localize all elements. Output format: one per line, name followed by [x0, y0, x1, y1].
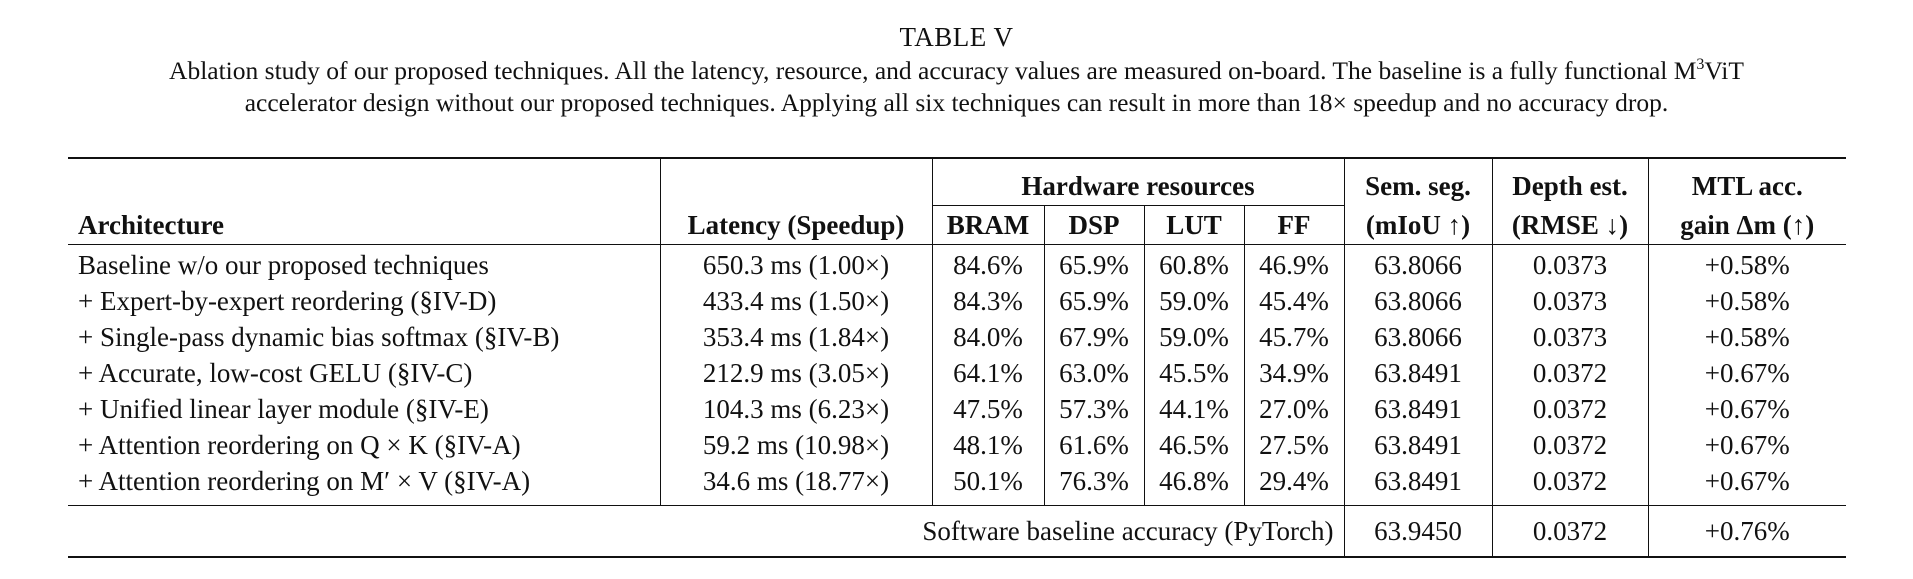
- latency-cell: 353.4 ms (1.84×): [659, 319, 932, 355]
- ff-cell: 46.9%: [1243, 244, 1344, 283]
- table-row: + Attention reordering on M′ × V (§IV-A)…: [68, 463, 1846, 506]
- ff-cell: 27.0%: [1243, 391, 1344, 427]
- table-row: Baseline w/o our proposed techniques 650…: [68, 244, 1846, 283]
- sem-seg-header-top: Sem. seg.: [1343, 158, 1492, 206]
- bram-cell: 84.3%: [931, 283, 1044, 319]
- architecture-cell: + Single-pass dynamic bias softmax (§IV-…: [78, 322, 560, 352]
- caption-line2: accelerator design without our proposed …: [244, 88, 1669, 117]
- lut-header: LUT: [1143, 205, 1244, 245]
- header-row-bottom: Architecture Latency (Speedup) BRAM DSP …: [68, 205, 1846, 245]
- lut-cell: 59.0%: [1143, 319, 1244, 355]
- bram-cell: 84.6%: [931, 244, 1044, 283]
- latency-cell: 104.3 ms (6.23×): [659, 391, 932, 427]
- mtl-cell: +0.58%: [1647, 283, 1846, 319]
- ff-header: FF: [1243, 205, 1344, 245]
- latency-cell: 59.2 ms (10.98×): [659, 427, 932, 463]
- lut-cell: 46.8%: [1143, 463, 1244, 506]
- latency-cell: 34.6 ms (18.77×): [659, 463, 932, 506]
- dsp-cell: 65.9%: [1043, 244, 1144, 283]
- lut-cell: 60.8%: [1143, 244, 1244, 283]
- table-label: TABLE V: [899, 22, 1014, 52]
- architecture-cell: + Unified linear layer module (§IV-E): [78, 394, 489, 424]
- table-caption: Ablation study of our proposed technique…: [18, 55, 1895, 119]
- miou-cell: 63.8491: [1343, 355, 1492, 391]
- rmse-cell: 0.0373: [1491, 244, 1648, 283]
- depth-header-top: Depth est.: [1491, 158, 1648, 206]
- software-rmse-cell: 0.0372: [1491, 505, 1648, 557]
- ff-cell: 45.4%: [1243, 283, 1344, 319]
- mtl-cell: +0.67%: [1647, 463, 1846, 506]
- miou-cell: 63.8491: [1343, 427, 1492, 463]
- dsp-cell: 67.9%: [1043, 319, 1144, 355]
- rmse-cell: 0.0373: [1491, 319, 1648, 355]
- table-row: + Expert-by-expert reordering (§IV-D) 43…: [68, 283, 1846, 319]
- bram-cell: 64.1%: [931, 355, 1044, 391]
- caption-line1-pre: Ablation study of our proposed technique…: [169, 56, 1697, 85]
- ff-cell: 27.5%: [1243, 427, 1344, 463]
- mtl-cell: +0.67%: [1647, 355, 1846, 391]
- dsp-cell: 76.3%: [1043, 463, 1144, 506]
- mtl-cell: +0.67%: [1647, 391, 1846, 427]
- rmse-cell: 0.0372: [1491, 391, 1648, 427]
- ff-cell: 29.4%: [1243, 463, 1344, 506]
- miou-cell: 63.8066: [1343, 319, 1492, 355]
- table-row: + Accurate, low-cost GELU (§IV-C) 212.9 …: [68, 355, 1846, 391]
- miou-cell: 63.8491: [1343, 391, 1492, 427]
- software-mtl-cell: +0.76%: [1647, 505, 1846, 557]
- ff-cell: 45.7%: [1243, 319, 1344, 355]
- mtl-cell: +0.67%: [1647, 427, 1846, 463]
- miou-cell: 63.8491: [1343, 463, 1492, 506]
- architecture-cell: Baseline w/o our proposed techniques: [78, 250, 489, 280]
- caption-line1-post: ViT: [1704, 56, 1744, 85]
- table-row: + Unified linear layer module (§IV-E) 10…: [68, 391, 1846, 427]
- table-row: + Attention reordering on Q × K (§IV-A) …: [68, 427, 1846, 463]
- header-row-top: Hardware resources Sem. seg. Depth est. …: [68, 158, 1846, 206]
- bram-cell: 50.1%: [931, 463, 1044, 506]
- lut-cell: 59.0%: [1143, 283, 1244, 319]
- lut-cell: 45.5%: [1143, 355, 1244, 391]
- latency-header: Latency (Speedup): [659, 205, 932, 245]
- architecture-cell: + Attention reordering on M′ × V (§IV-A): [78, 466, 531, 496]
- mtl-header-bottom: gain Δm (↑): [1647, 205, 1846, 245]
- sem-seg-header-bottom: (mIoU ↑): [1343, 205, 1492, 245]
- miou-cell: 63.8066: [1343, 283, 1492, 319]
- rmse-cell: 0.0373: [1491, 283, 1648, 319]
- lut-cell: 44.1%: [1143, 391, 1244, 427]
- architecture-cell: + Expert-by-expert reordering (§IV-D): [78, 286, 497, 316]
- rmse-cell: 0.0372: [1491, 355, 1648, 391]
- lut-cell: 46.5%: [1143, 427, 1244, 463]
- dsp-cell: 65.9%: [1043, 283, 1144, 319]
- mtl-cell: +0.58%: [1647, 244, 1846, 283]
- dsp-header: DSP: [1043, 205, 1144, 245]
- bram-cell: 48.1%: [931, 427, 1044, 463]
- latency-cell: 650.3 ms (1.00×): [659, 244, 932, 283]
- rmse-cell: 0.0372: [1491, 463, 1648, 506]
- miou-cell: 63.8066: [1343, 244, 1492, 283]
- bram-header: BRAM: [931, 205, 1044, 245]
- architecture-cell: + Accurate, low-cost GELU (§IV-C): [78, 358, 473, 388]
- dsp-cell: 63.0%: [1043, 355, 1144, 391]
- depth-header-bottom: (RMSE ↓): [1491, 205, 1648, 245]
- rmse-cell: 0.0372: [1491, 427, 1648, 463]
- bram-cell: 84.0%: [931, 319, 1044, 355]
- hardware-resources-header: Hardware resources: [931, 158, 1344, 206]
- dsp-cell: 57.3%: [1043, 391, 1144, 427]
- architecture-header: Architecture: [68, 205, 660, 245]
- ff-cell: 34.9%: [1243, 355, 1344, 391]
- dsp-cell: 61.6%: [1043, 427, 1144, 463]
- mtl-header-top: MTL acc.: [1647, 158, 1846, 206]
- table-row: + Single-pass dynamic bias softmax (§IV-…: [68, 319, 1846, 355]
- software-miou-cell: 63.9450: [1343, 505, 1492, 557]
- architecture-cell: + Attention reordering on Q × K (§IV-A): [78, 430, 521, 460]
- latency-cell: 433.4 ms (1.50×): [659, 283, 932, 319]
- caption-superscript: 3: [1696, 56, 1705, 73]
- bram-cell: 47.5%: [931, 391, 1044, 427]
- software-baseline-row: Software baseline accuracy (PyTorch) 63.…: [68, 505, 1846, 557]
- latency-cell: 212.9 ms (3.05×): [659, 355, 932, 391]
- mtl-cell: +0.58%: [1647, 319, 1846, 355]
- software-baseline-label: Software baseline accuracy (PyTorch): [68, 505, 1344, 557]
- ablation-table: Hardware resources Sem. seg. Depth est. …: [68, 157, 1846, 558]
